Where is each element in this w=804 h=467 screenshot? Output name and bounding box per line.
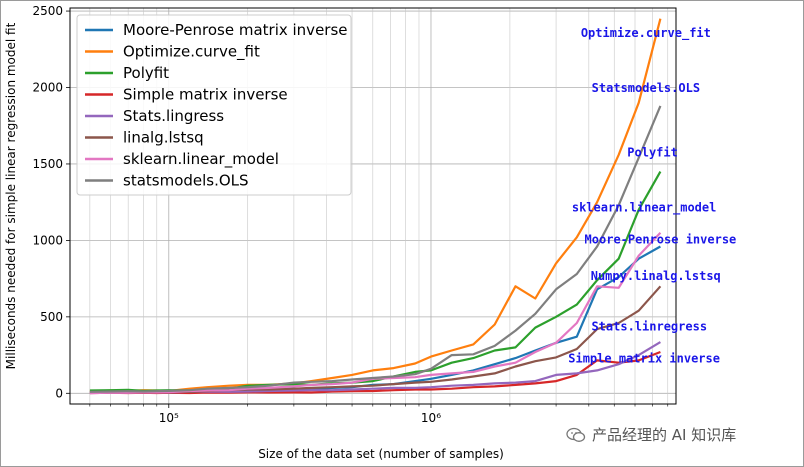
legend-label: sklearn.linear_model xyxy=(123,150,279,169)
legend-label: Optimize.curve_fit xyxy=(123,43,260,62)
annotation-label: Stats.linregress xyxy=(591,320,707,334)
y-tick-label: 1000 xyxy=(32,233,63,247)
series-line-sklearn-linear-model xyxy=(89,232,662,395)
x-tick-label: 10⁶ xyxy=(421,411,441,425)
legend-label: Polyfit xyxy=(123,64,169,82)
x-axis-title: Size of the data set (number of samples) xyxy=(258,447,504,461)
annotation-label: Simple matrix inverse xyxy=(568,352,720,366)
annotation-label: Numpy.linalg.lstsq xyxy=(591,269,721,283)
legend-label: linalg.lstsq xyxy=(123,129,204,147)
annotation-label: Statsmodels.OLS xyxy=(592,81,700,95)
wechat-icon xyxy=(566,427,586,442)
legend: Moore-Penrose matrix inverse Optimize.cur… xyxy=(76,14,352,196)
annotation-label: Polyfit xyxy=(627,145,678,159)
y-tick-label: 1500 xyxy=(32,157,63,171)
y-tick-label: 2500 xyxy=(32,4,63,18)
axes-frame xyxy=(69,7,677,405)
y-tick-label: 2000 xyxy=(32,81,63,95)
annotation-label: sklearn.linear_model xyxy=(572,200,717,215)
series-line-statsmodels-ols xyxy=(89,105,662,393)
legend-label: Stats.lingress xyxy=(123,107,224,125)
y-tick-label: 0 xyxy=(55,386,63,400)
legend-label: Simple matrix inverse xyxy=(123,86,288,104)
legend-label: statsmodels.OLS xyxy=(123,172,249,190)
legend-label: Moore-Penrose matrix inverse xyxy=(123,21,348,39)
x-tick-label: 10⁵ xyxy=(159,411,179,425)
y-axis-title: Milliseconds needed for simple linear re… xyxy=(4,22,18,369)
annotation-label: Moore-Penrose inverse xyxy=(585,232,737,246)
legend-box xyxy=(76,14,352,196)
watermark-text: 产品经理的 AI 知识库 xyxy=(592,426,737,444)
y-tick-label: 500 xyxy=(40,310,63,324)
watermark: 产品经理的 AI 知识库 xyxy=(566,424,736,445)
annotation-label: Optimize.curve_fit xyxy=(581,26,711,41)
